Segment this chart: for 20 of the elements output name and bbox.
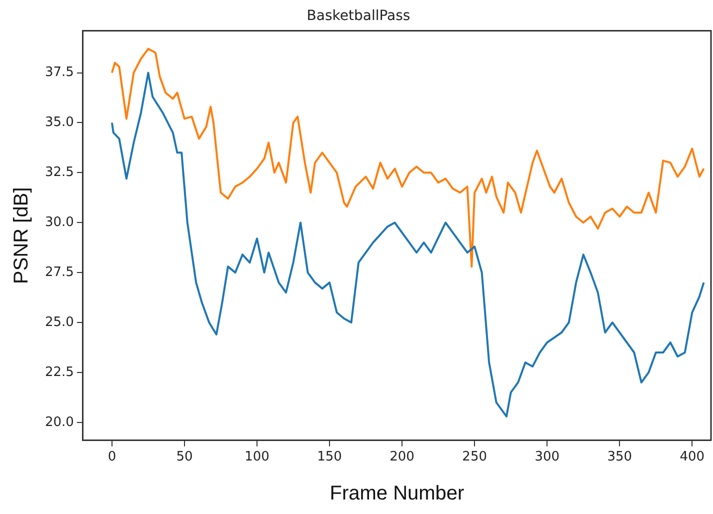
y-tick-label: 27.5 bbox=[44, 264, 74, 280]
x-tick-label: 400 bbox=[680, 450, 705, 465]
y-axis-title: PSNR [dB] bbox=[10, 187, 33, 284]
x-axis-title: Frame Number bbox=[330, 482, 465, 505]
x-tick-label: 250 bbox=[462, 450, 487, 465]
y-tick-label: 20.0 bbox=[44, 414, 74, 430]
y-tick-label: 32.5 bbox=[44, 165, 74, 180]
x-tick-label: 300 bbox=[534, 450, 560, 465]
x-tick-label: 350 bbox=[607, 450, 632, 465]
x-tick-label: 100 bbox=[244, 450, 270, 465]
x-tick-label: 150 bbox=[317, 450, 342, 465]
y-tick-label: 35.0 bbox=[44, 115, 74, 130]
y-tick-label: 22.5 bbox=[44, 364, 74, 380]
x-tick-label: 0 bbox=[108, 450, 116, 465]
y-tick-label: 25.0 bbox=[44, 314, 74, 330]
x-tick-label: 200 bbox=[390, 450, 414, 465]
y-tick-label: 37.5 bbox=[44, 65, 74, 80]
x-tick-label: 50 bbox=[176, 450, 193, 465]
y-tick-label: 30.0 bbox=[44, 214, 74, 230]
chart-title: BasketballPass bbox=[306, 8, 410, 24]
